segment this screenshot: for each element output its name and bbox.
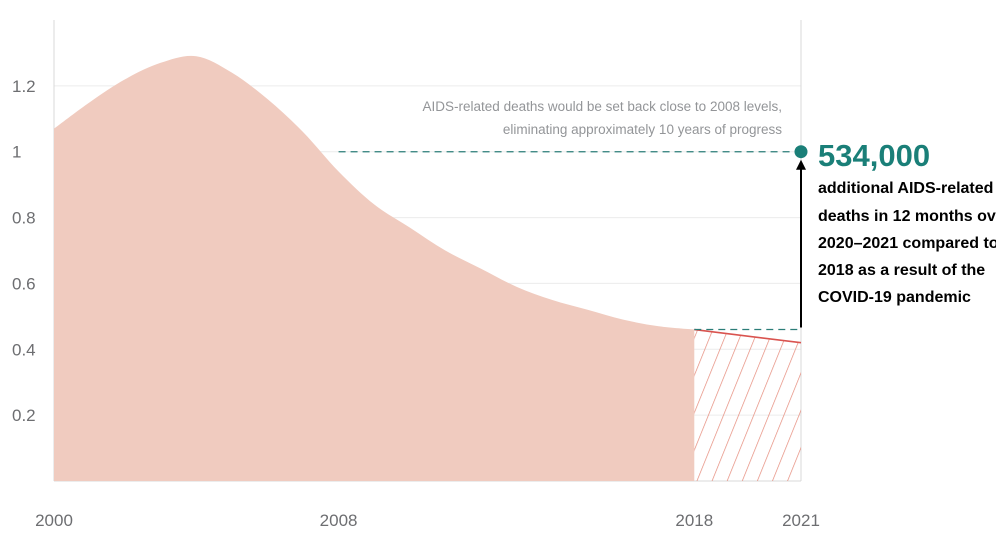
hatched-projection-area	[694, 329, 801, 481]
annotation-note-line-1: AIDS-related deaths would be set back cl…	[423, 99, 782, 114]
x-tick-label: 2021	[782, 511, 820, 530]
projection-line	[694, 328, 802, 344]
y-tick-label: 0.4	[12, 340, 36, 359]
highlight-point	[794, 145, 808, 159]
x-tick-label: 2018	[675, 511, 713, 530]
x-tick-label: 2008	[320, 511, 358, 530]
y-tick-label: 0.6	[12, 274, 36, 293]
annotation-value: 534,000	[818, 138, 930, 173]
annotation-note-line-2: eliminating approximately 10 years of pr…	[503, 122, 782, 137]
x-axis-ticks: 2000 2008 2018 2021	[35, 511, 820, 530]
x-tick-label: 2000	[35, 511, 73, 530]
area-series	[54, 55, 802, 482]
y-axis-ticks: 0.2 0.4 0.6 0.8 1 1.2	[12, 77, 36, 425]
y-tick-label: 0.2	[12, 406, 36, 425]
y-tick-label: 1	[12, 143, 21, 162]
annotation-desc-line-3: 2020–2021 compared to	[818, 235, 996, 252]
reference-lines	[338, 145, 808, 331]
annotation-desc-line-4: 2018 as a result of the	[818, 262, 985, 279]
y-tick-label: 1.2	[12, 77, 36, 96]
area-2000-2018	[54, 55, 695, 482]
annotation-desc-line-2: deaths in 12 months over	[818, 208, 996, 225]
increase-arrow-head	[796, 159, 806, 170]
y-tick-label: 0.8	[12, 209, 36, 228]
annotation-desc-line-1: additional AIDS-related	[818, 180, 993, 197]
annotation-desc-line-5: COVID-19 pandemic	[818, 289, 971, 306]
